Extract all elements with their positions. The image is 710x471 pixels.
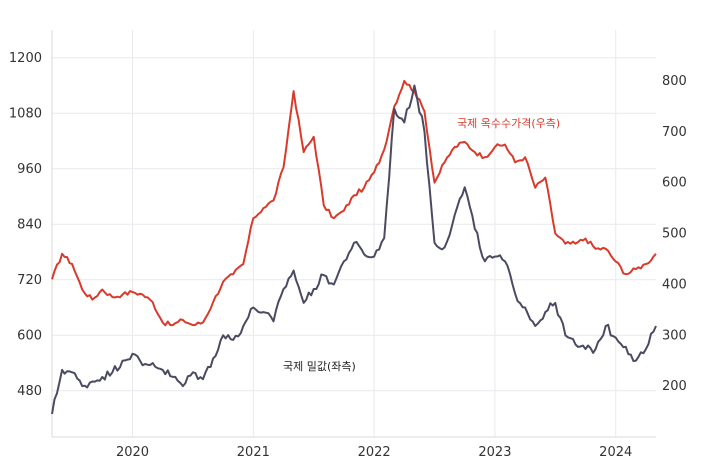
grid-lines xyxy=(51,30,656,438)
y-right-tick-label: 400 xyxy=(662,277,687,292)
corn-price-line xyxy=(51,79,657,327)
wheat-series-label: 국제 밀값(좌측) xyxy=(283,360,356,373)
y-left-tick-label: 600 xyxy=(17,328,42,343)
y-right-tick-label: 600 xyxy=(662,176,687,191)
x-axis: 2020 2021 2022 2023 2024 xyxy=(116,445,632,460)
y-axis-right: 200 300 400 500 600 700 800 xyxy=(662,74,687,394)
y-left-tick-label: 480 xyxy=(17,384,42,399)
y-left-tick-label: 840 xyxy=(17,217,42,232)
wheat-price-line xyxy=(51,84,657,415)
y-left-tick-label: 960 xyxy=(17,162,42,177)
y-left-tick-label: 1200 xyxy=(9,51,42,66)
y-right-tick-label: 200 xyxy=(662,379,687,394)
series-lines xyxy=(51,79,657,415)
x-tick-label: 2020 xyxy=(116,445,149,460)
y-right-tick-label: 800 xyxy=(662,74,687,89)
y-right-tick-label: 700 xyxy=(662,125,687,140)
y-left-tick-label: 1080 xyxy=(9,106,42,121)
x-tick-label: 2023 xyxy=(478,445,511,460)
y-right-tick-label: 500 xyxy=(662,227,687,242)
y-right-tick-label: 300 xyxy=(662,328,687,343)
y-axis-left: 480 600 720 840 960 1080 1200 xyxy=(9,51,42,399)
y-left-tick-label: 720 xyxy=(17,273,42,288)
corn-series-label: 국제 옥수수가격(우측) xyxy=(457,117,560,130)
x-tick-label: 2022 xyxy=(358,445,391,460)
x-tick-label: 2021 xyxy=(237,445,270,460)
x-tick-label: 2024 xyxy=(599,445,632,460)
